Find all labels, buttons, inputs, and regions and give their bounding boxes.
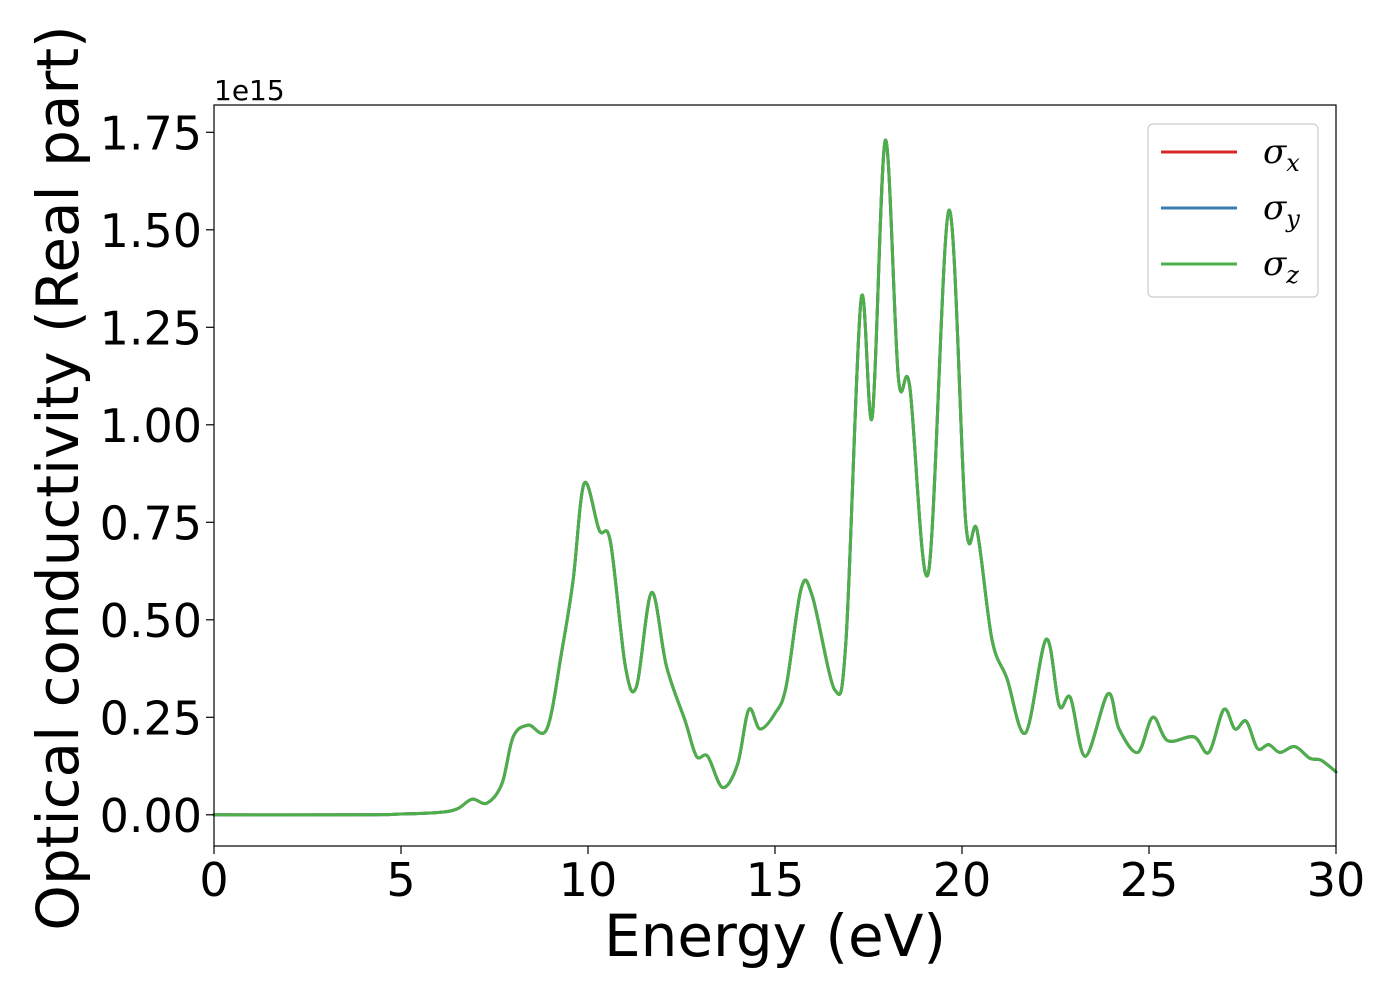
y-axis-offset-label: 1e15 bbox=[214, 74, 285, 107]
x-axis-ticks: 0 5 10 15 20 25 30 bbox=[199, 846, 1365, 907]
x-tick-label: 5 bbox=[386, 853, 415, 907]
series-layer bbox=[212, 138, 1338, 817]
x-tick-label: 30 bbox=[1307, 853, 1366, 907]
y-tick-label: 0.25 bbox=[100, 691, 202, 745]
legend-label: σy bbox=[1263, 188, 1300, 233]
legend-label: σz bbox=[1263, 244, 1299, 289]
y-axis-title: Optical conductivity (Real part) bbox=[24, 25, 92, 930]
series-line-3 bbox=[212, 138, 1338, 817]
x-tick-label: 10 bbox=[559, 853, 618, 907]
legend-label: σx bbox=[1263, 132, 1300, 177]
y-tick-label: 0.50 bbox=[100, 594, 202, 648]
x-tick-label: 0 bbox=[199, 853, 228, 907]
y-axis-ticks: 0.00 0.25 0.50 0.75 1.00 1.25 1.50 1.75 bbox=[100, 106, 214, 843]
legend-items: σx σy σz bbox=[1161, 132, 1300, 289]
y-tick-label: 0.75 bbox=[100, 496, 202, 550]
x-tick-label: 20 bbox=[933, 853, 992, 907]
x-tick-label: 25 bbox=[1120, 853, 1179, 907]
legend-frame bbox=[1147, 123, 1319, 298]
x-axis-title: Energy (eV) bbox=[604, 902, 946, 970]
x-tick-label: 15 bbox=[746, 853, 805, 907]
y-tick-label: 1.75 bbox=[100, 106, 202, 160]
y-tick-label: 1.00 bbox=[100, 399, 202, 453]
legend: σx σy σz bbox=[1147, 123, 1319, 298]
y-tick-label: 0.00 bbox=[100, 789, 202, 843]
y-tick-label: 1.50 bbox=[100, 204, 202, 258]
y-tick-label: 1.25 bbox=[100, 301, 202, 355]
